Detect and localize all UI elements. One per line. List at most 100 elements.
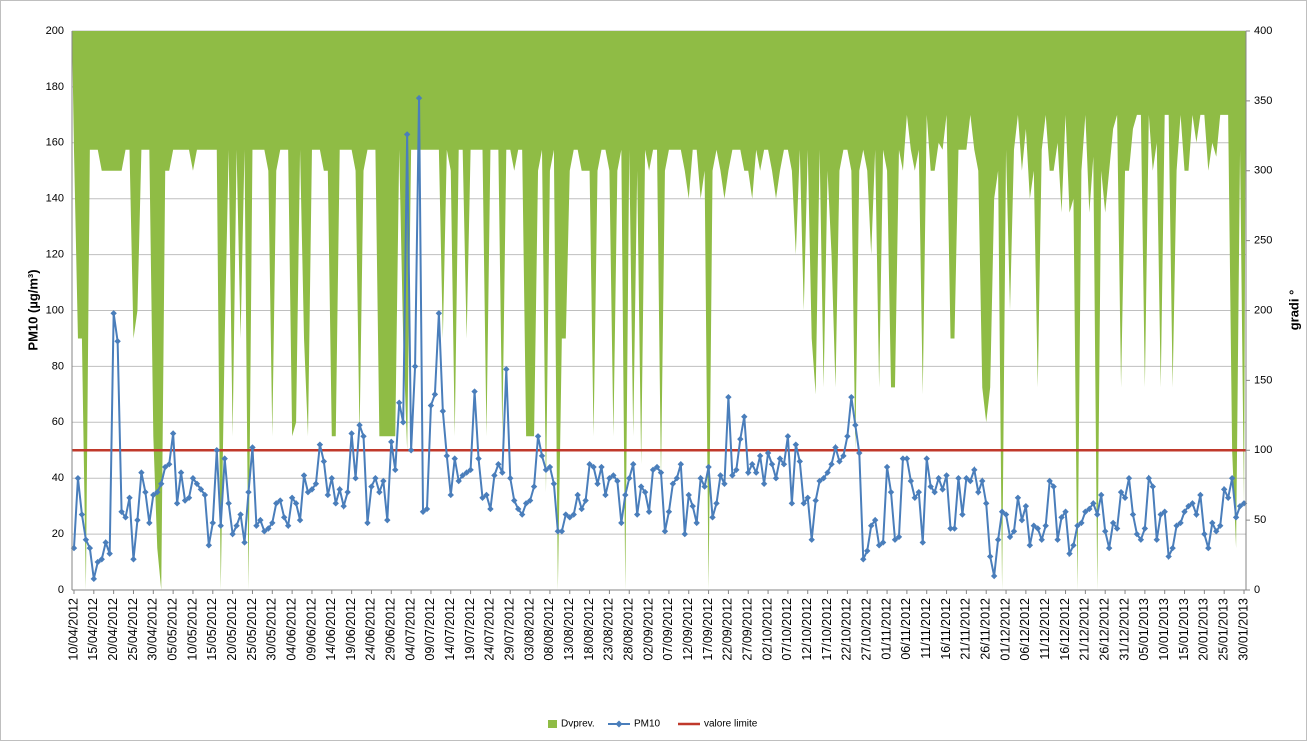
y-tick-label: 40: [52, 472, 64, 484]
point-marker: [110, 310, 117, 317]
point-marker: [1201, 530, 1208, 538]
point-marker: [511, 497, 518, 504]
x-tick-label: 29/06/2012: [384, 598, 398, 661]
point-marker: [503, 365, 510, 373]
point-marker: [622, 491, 629, 499]
point-marker: [1094, 511, 1101, 518]
point-marker: [1189, 500, 1196, 507]
x-tick-label: 24/07/2012: [483, 598, 497, 661]
point-marker: [233, 522, 240, 529]
point-marker: [717, 472, 724, 479]
point-marker: [618, 519, 625, 527]
point-marker: [173, 500, 181, 507]
point-marker: [745, 469, 752, 476]
point-marker: [261, 528, 268, 535]
point-marker: [975, 488, 982, 496]
point-marker: [780, 461, 788, 468]
point-marker: [439, 407, 447, 415]
x-tick-label: 28/08/2012: [622, 598, 636, 661]
y-tick-label: 140: [46, 193, 64, 205]
point-marker: [368, 483, 375, 490]
point-marker: [848, 393, 855, 401]
point-marker: [653, 463, 661, 471]
x-tick-label: 07/09/2012: [661, 598, 675, 661]
x-tick-label: 12/10/2012: [800, 598, 814, 661]
point-marker: [1101, 528, 1109, 535]
point-marker: [507, 475, 514, 482]
point-marker: [1209, 519, 1216, 527]
point-marker: [788, 500, 796, 507]
point-marker: [586, 461, 593, 468]
point-marker: [792, 441, 800, 448]
point-marker: [915, 488, 922, 496]
point-marker: [447, 491, 454, 499]
point-marker: [1026, 542, 1034, 549]
point-marker: [836, 458, 843, 465]
point-marker: [142, 488, 149, 496]
point-marker: [852, 421, 859, 429]
point-marker: [729, 472, 736, 479]
point-marker: [772, 475, 780, 482]
x-tick-label: 26/12/2012: [1097, 598, 1111, 661]
point-marker: [396, 399, 403, 406]
x-tick-label: 08/08/2012: [542, 598, 556, 661]
point-marker: [1074, 522, 1081, 529]
point-marker: [1205, 544, 1212, 552]
x-tick-label: 09/06/2012: [304, 598, 318, 661]
point-marker: [1240, 500, 1248, 507]
point-marker: [70, 544, 78, 552]
x-tick-label: 04/06/2012: [284, 598, 298, 661]
x-tick-label: 02/10/2012: [760, 598, 774, 661]
point-marker: [435, 310, 443, 317]
point-marker: [1098, 491, 1105, 499]
x-tick-label: 09/07/2012: [423, 598, 437, 661]
point-marker: [1105, 544, 1113, 552]
point-marker: [1137, 536, 1145, 543]
point-marker: [963, 475, 970, 482]
x-tick-label: 30/04/2012: [146, 598, 160, 661]
point-marker: [1070, 542, 1077, 549]
point-marker: [994, 536, 1002, 543]
point-marker: [752, 469, 760, 476]
x-tick-label: 04/07/2012: [403, 598, 417, 661]
point-marker: [344, 488, 351, 496]
x-tick-label: 16/12/2012: [1058, 598, 1072, 661]
point-marker: [229, 530, 236, 538]
point-marker: [701, 483, 708, 490]
point-marker: [431, 391, 439, 398]
point-marker: [1129, 511, 1137, 518]
x-tick-label: 30/05/2012: [265, 598, 279, 661]
y2-tick-label: 200: [1254, 304, 1272, 316]
legend-swatch: [548, 720, 557, 728]
point-marker: [626, 475, 633, 482]
point-marker: [332, 500, 339, 507]
point-marker: [1217, 522, 1224, 529]
x-tick-label: 02/09/2012: [641, 598, 655, 661]
x-tick-label: 25/04/2012: [126, 598, 140, 661]
point-marker: [1030, 522, 1038, 529]
point-marker: [308, 486, 316, 493]
legend-label: PM10: [634, 719, 661, 730]
point-marker: [733, 466, 740, 474]
point-marker: [364, 519, 371, 527]
point-marker: [1113, 525, 1121, 532]
point-marker: [879, 539, 887, 546]
point-marker: [594, 480, 601, 487]
point-marker: [273, 500, 280, 507]
y-tick-label: 160: [46, 137, 64, 149]
point-marker: [336, 486, 343, 493]
point-marker: [534, 433, 542, 440]
point-marker: [1169, 544, 1176, 552]
point-marker: [185, 494, 193, 501]
point-marker: [705, 463, 712, 471]
point-marker: [542, 466, 550, 474]
x-tick-label: 10/05/2012: [185, 598, 199, 661]
point-marker: [610, 472, 617, 479]
y-tick-label: 60: [52, 416, 64, 428]
point-marker: [201, 491, 209, 499]
point-marker: [340, 502, 347, 510]
point-marker: [1197, 491, 1204, 499]
x-tick-label: 12/09/2012: [681, 598, 695, 661]
point-marker: [741, 413, 748, 420]
point-marker: [403, 131, 411, 138]
